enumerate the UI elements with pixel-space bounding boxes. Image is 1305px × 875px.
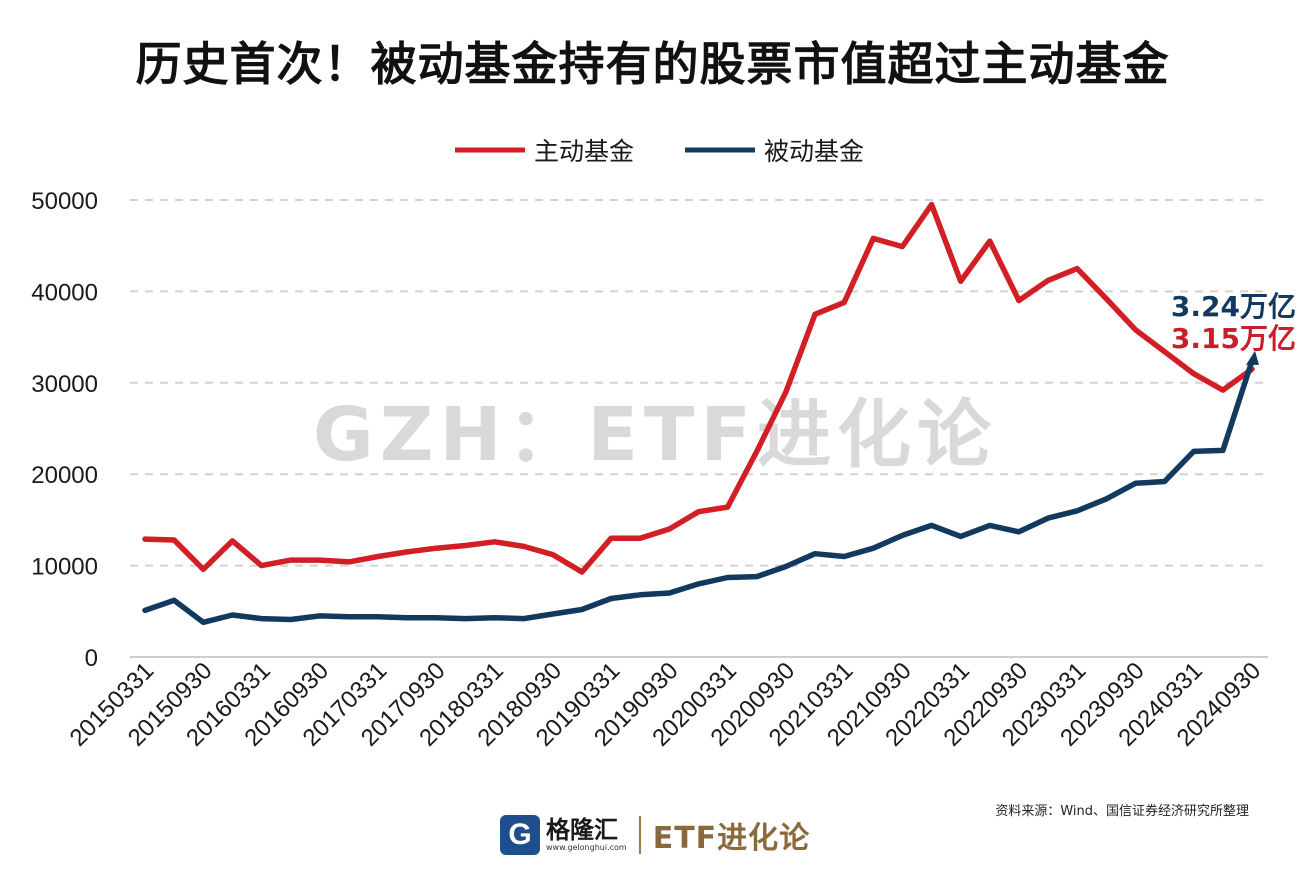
footer-divider [638,816,641,854]
series-line-active [142,201,1255,575]
source-note: 资料来源：Wind、国信证券经济研究所整理 [995,804,1249,819]
logo-url: www.gelonghui.com [546,843,627,852]
legend-label-passive: 被动基金 [764,137,864,166]
brand-name: ETF进化论 [652,821,811,856]
x-axis-ticks: 2015033120150930201603312016093020170331… [65,657,1267,752]
legend: 主动基金 被动基金 [455,137,864,166]
y-axis-ticks: 0 10000 20000 30000 40000 50000 [31,188,98,672]
y-tick-label-50000: 50000 [31,188,98,215]
chart-title: 历史首次！被动基金持有的股票市值超过主动基金 [135,37,1170,91]
gelonghui-logo-icon: G [500,815,540,855]
y-tick-label-20000: 20000 [31,462,98,489]
annotation-active: 3.15万亿 [1171,322,1296,355]
annotation-passive: 3.24万亿 [1171,290,1296,323]
gridlines [130,199,1268,658]
legend-label-active: 主动基金 [534,137,634,166]
series-lines [142,201,1255,626]
y-tick-label-0: 0 [85,645,98,672]
passive-arrow-icon [1246,350,1259,365]
footer-brand: G 格隆汇 www.gelonghui.com ETF进化论 [500,812,810,858]
y-tick-label-30000: 30000 [31,371,98,398]
logo-name: 格隆汇 [546,816,618,844]
series-line-passive [142,358,1255,626]
series-points-active [144,204,1253,573]
y-tick-label-40000: 40000 [31,279,98,306]
watermark: GZH：ETF进化论 [313,392,997,478]
y-tick-label-10000: 10000 [31,554,98,581]
